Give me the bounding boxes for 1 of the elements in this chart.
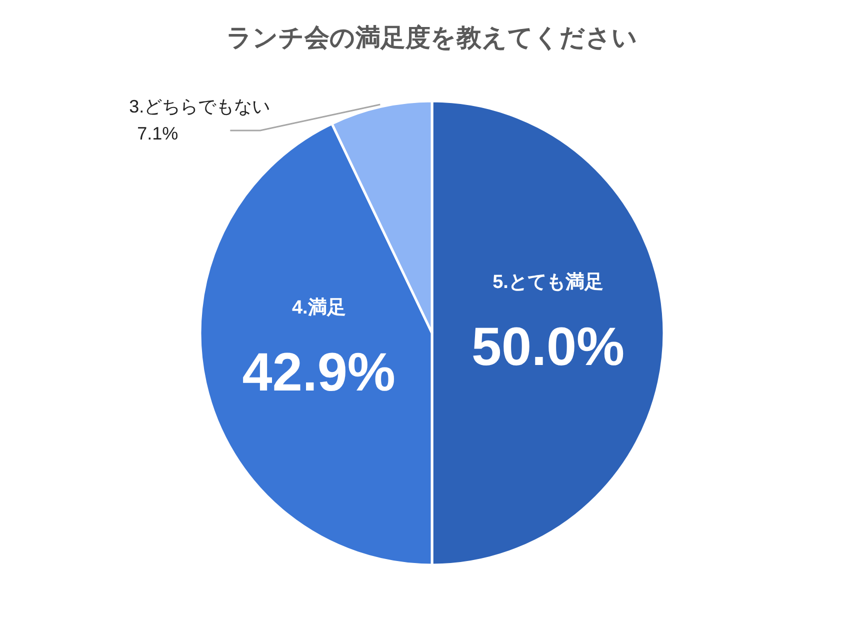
title: ランチ会の満足度を教えてください xyxy=(226,24,638,52)
